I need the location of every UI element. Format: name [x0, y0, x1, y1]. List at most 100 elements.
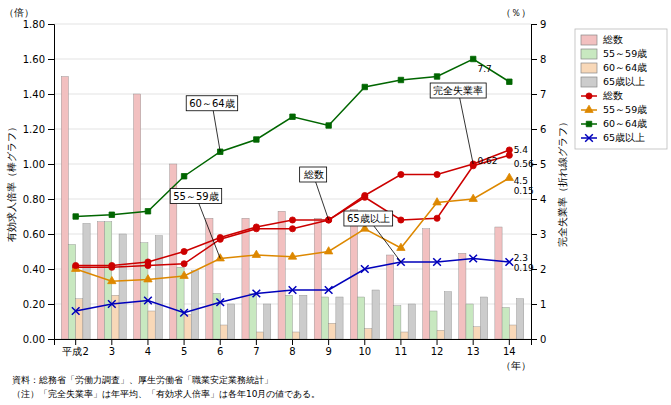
y2-tick-label: 3 — [540, 229, 546, 240]
bar — [220, 325, 227, 339]
legend-label: 総数 — [602, 34, 623, 45]
x-tick-label: 9 — [325, 346, 331, 357]
annotation: 55～59歳 — [170, 189, 221, 259]
marker — [434, 215, 440, 221]
annotation-text: 2.3 — [514, 253, 528, 263]
x-tick-label: 13 — [467, 346, 480, 357]
annotation-text: 0.62 — [478, 156, 498, 166]
annotation-text: 5.4 — [514, 145, 529, 155]
legend-label: 65歳以上 — [603, 132, 645, 143]
x-tick-mark — [184, 339, 185, 345]
bar — [394, 306, 401, 339]
annotation-text: 0.19 — [514, 263, 534, 273]
bar — [495, 227, 502, 339]
bar — [242, 218, 249, 339]
marker — [180, 271, 188, 278]
x-tick-mark — [75, 339, 76, 345]
legend-swatch — [581, 63, 597, 73]
bar — [321, 297, 328, 339]
bar — [264, 304, 271, 339]
bar — [444, 292, 451, 339]
line — [76, 150, 510, 266]
marker — [217, 234, 223, 240]
annotation-text: 7.7 — [478, 64, 492, 74]
x-tick: 6 — [217, 339, 223, 357]
x-tick-label: 8 — [289, 346, 295, 357]
y-tick: 0.60 — [23, 229, 54, 240]
legend: 総数55～59歳60～64歳65歳以上総数55～59歳60～64歳65歳以上 — [575, 29, 667, 149]
legend-item: 総数 — [581, 90, 623, 101]
x-tick: 13 — [467, 339, 480, 357]
y2-axis-title: 完全失業率（折れ線グラフ） — [557, 117, 568, 247]
x-axis-title: （年） — [501, 360, 531, 371]
marker — [108, 300, 116, 308]
line — [76, 259, 510, 313]
bar — [97, 222, 104, 339]
y2-tick: 8 — [531, 54, 546, 65]
line — [76, 178, 510, 281]
bar — [249, 294, 256, 340]
y-tick-mark — [48, 164, 54, 165]
marker — [362, 84, 367, 89]
annotation-leader — [196, 196, 220, 259]
line — [76, 59, 510, 217]
line-series — [73, 56, 512, 219]
bar — [408, 304, 415, 339]
x-tick: 平成2 — [62, 339, 88, 357]
bar — [480, 297, 487, 339]
x-tick-mark — [328, 339, 329, 345]
annotation-text: 55～59歳 — [173, 191, 218, 202]
y2-tick-mark — [531, 304, 537, 305]
x-tick: 7 — [253, 339, 259, 357]
y-tick: 0.20 — [23, 299, 54, 310]
x-tick: 11 — [395, 339, 408, 357]
annotation-box — [430, 83, 486, 98]
marks — [61, 56, 524, 339]
marker — [252, 250, 260, 257]
bar — [61, 77, 68, 340]
marker — [434, 74, 439, 79]
y-tick-mark — [48, 234, 54, 235]
marker — [109, 212, 114, 217]
y-tick-label: 1.20 — [23, 124, 45, 135]
marker — [181, 248, 187, 254]
marker — [73, 214, 78, 219]
marker — [398, 171, 404, 177]
y-tick-label: 0.00 — [23, 334, 45, 345]
bar — [278, 211, 285, 339]
annotation-leader — [458, 91, 473, 165]
x-tick: 3 — [109, 339, 115, 357]
y2-tick-mark — [531, 129, 537, 130]
annotation: 65歳以上 — [344, 211, 401, 262]
x-tick-label: 14 — [503, 346, 516, 357]
marker — [362, 192, 368, 198]
y-axis-unit: （倍） — [4, 7, 34, 18]
grid-line — [54, 164, 531, 165]
bar — [285, 295, 292, 339]
y2-tick: 1 — [531, 299, 546, 310]
bar — [336, 297, 343, 339]
marker — [108, 276, 116, 283]
marker — [325, 286, 333, 294]
marker — [289, 226, 295, 232]
bar — [502, 308, 509, 340]
marker — [253, 224, 259, 230]
y2-tick: 3 — [531, 229, 546, 240]
marker — [109, 262, 115, 268]
bar — [112, 295, 119, 339]
bar — [365, 329, 372, 340]
y-tick-mark — [48, 304, 54, 305]
y2-tick-label: 8 — [540, 54, 546, 65]
y-tick: 0.80 — [23, 194, 54, 205]
y-tick-mark — [48, 339, 54, 340]
footnote: （注）「完全失業率」は年平均、「有効求人倍率」は各年10月の値である。 — [12, 389, 320, 399]
legend-label: 60～64歳 — [603, 118, 647, 129]
annotation-box — [170, 189, 221, 204]
marker — [290, 114, 295, 119]
marker — [433, 198, 441, 205]
line-series — [72, 255, 513, 317]
bar — [459, 253, 466, 339]
bar — [517, 299, 524, 339]
y2-tick-mark — [531, 199, 537, 200]
bar — [358, 297, 365, 339]
